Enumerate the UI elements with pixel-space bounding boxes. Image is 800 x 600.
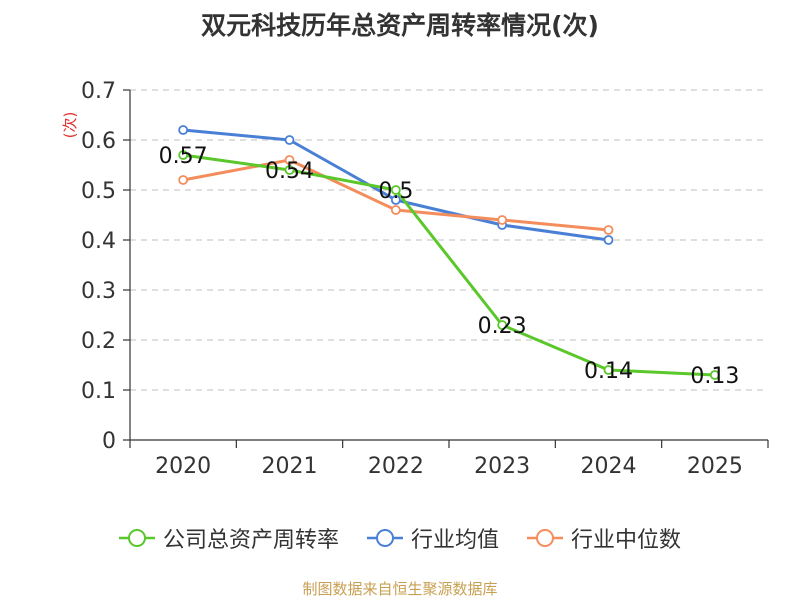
legend-swatch <box>366 529 403 547</box>
data-label: 0.57 <box>159 144 208 169</box>
y-tick-label: 0.1 <box>81 379 116 404</box>
y-tick-label: 0.6 <box>81 129 116 154</box>
data-point <box>178 150 189 160</box>
data-point <box>603 235 614 245</box>
y-tick-label: 0 <box>102 429 116 454</box>
data-point <box>709 370 720 380</box>
y-tick-label: 0.7 <box>81 79 116 104</box>
x-tick-label: 2020 <box>155 454 211 479</box>
series-layer <box>178 125 720 380</box>
data-point <box>390 185 401 195</box>
x-tick-label: 2022 <box>368 454 424 479</box>
data-label: 0.5 <box>378 179 413 204</box>
x-tick-label: 2023 <box>474 454 530 479</box>
y-axis-label: (次) <box>61 112 79 139</box>
data-point <box>390 195 401 205</box>
data-point <box>284 155 295 165</box>
legend-label: 行业中位数 <box>571 528 682 553</box>
legend-marker <box>375 529 394 547</box>
x-tick-label: 2021 <box>262 454 318 479</box>
data-labels: 0.57 0.54 0.5 0.23 0.14 0.13 <box>159 144 740 389</box>
data-point <box>497 215 508 225</box>
legend-item[interactable]: 行业中位数 <box>527 522 681 554</box>
x-tick-label: 2025 <box>687 454 743 479</box>
legend-marker <box>127 529 146 547</box>
data-label: 0.13 <box>690 364 739 389</box>
data-point <box>497 320 508 330</box>
x-tick-label: 2024 <box>581 454 637 479</box>
legend-label: 行业均值 <box>410 528 499 553</box>
legend-label: 公司总资产周转率 <box>162 528 339 553</box>
axes: 0 0.1 0.2 0.3 0.4 0.5 0.6 0.7 2020 2021 2022 2023 20… <box>61 79 769 479</box>
series-line <box>182 153 715 377</box>
data-point <box>284 135 295 145</box>
legend-item[interactable]: 行业均值 <box>366 522 499 554</box>
y-tick-label: 0.2 <box>81 329 116 354</box>
legend-swatch <box>118 529 155 547</box>
legend-item[interactable]: 公司总资产周转率 <box>118 522 339 554</box>
data-point <box>390 205 401 215</box>
data-label: 0.54 <box>265 159 314 184</box>
data-point <box>178 125 189 135</box>
data-point <box>603 225 614 235</box>
legend-marker <box>536 529 554 547</box>
data-point <box>284 165 295 175</box>
grid-lines <box>130 89 768 391</box>
y-tick-label: 0.3 <box>81 279 116 304</box>
chart-title: 双元科技历年总资产周转率情况(次) <box>201 11 599 40</box>
legend-swatch <box>527 529 563 547</box>
data-label: 0.23 <box>478 314 527 339</box>
data-label: 0.14 <box>584 359 633 384</box>
source-note: 制图数据来自恒生聚源数据库 <box>302 580 498 598</box>
data-point <box>178 175 189 185</box>
y-tick-label: 0.4 <box>81 229 116 254</box>
y-tick-label: 0.5 <box>81 179 116 204</box>
data-point <box>603 365 614 375</box>
legend: 公司总资产周转率 行业均值 行业中位数 <box>0 518 800 558</box>
